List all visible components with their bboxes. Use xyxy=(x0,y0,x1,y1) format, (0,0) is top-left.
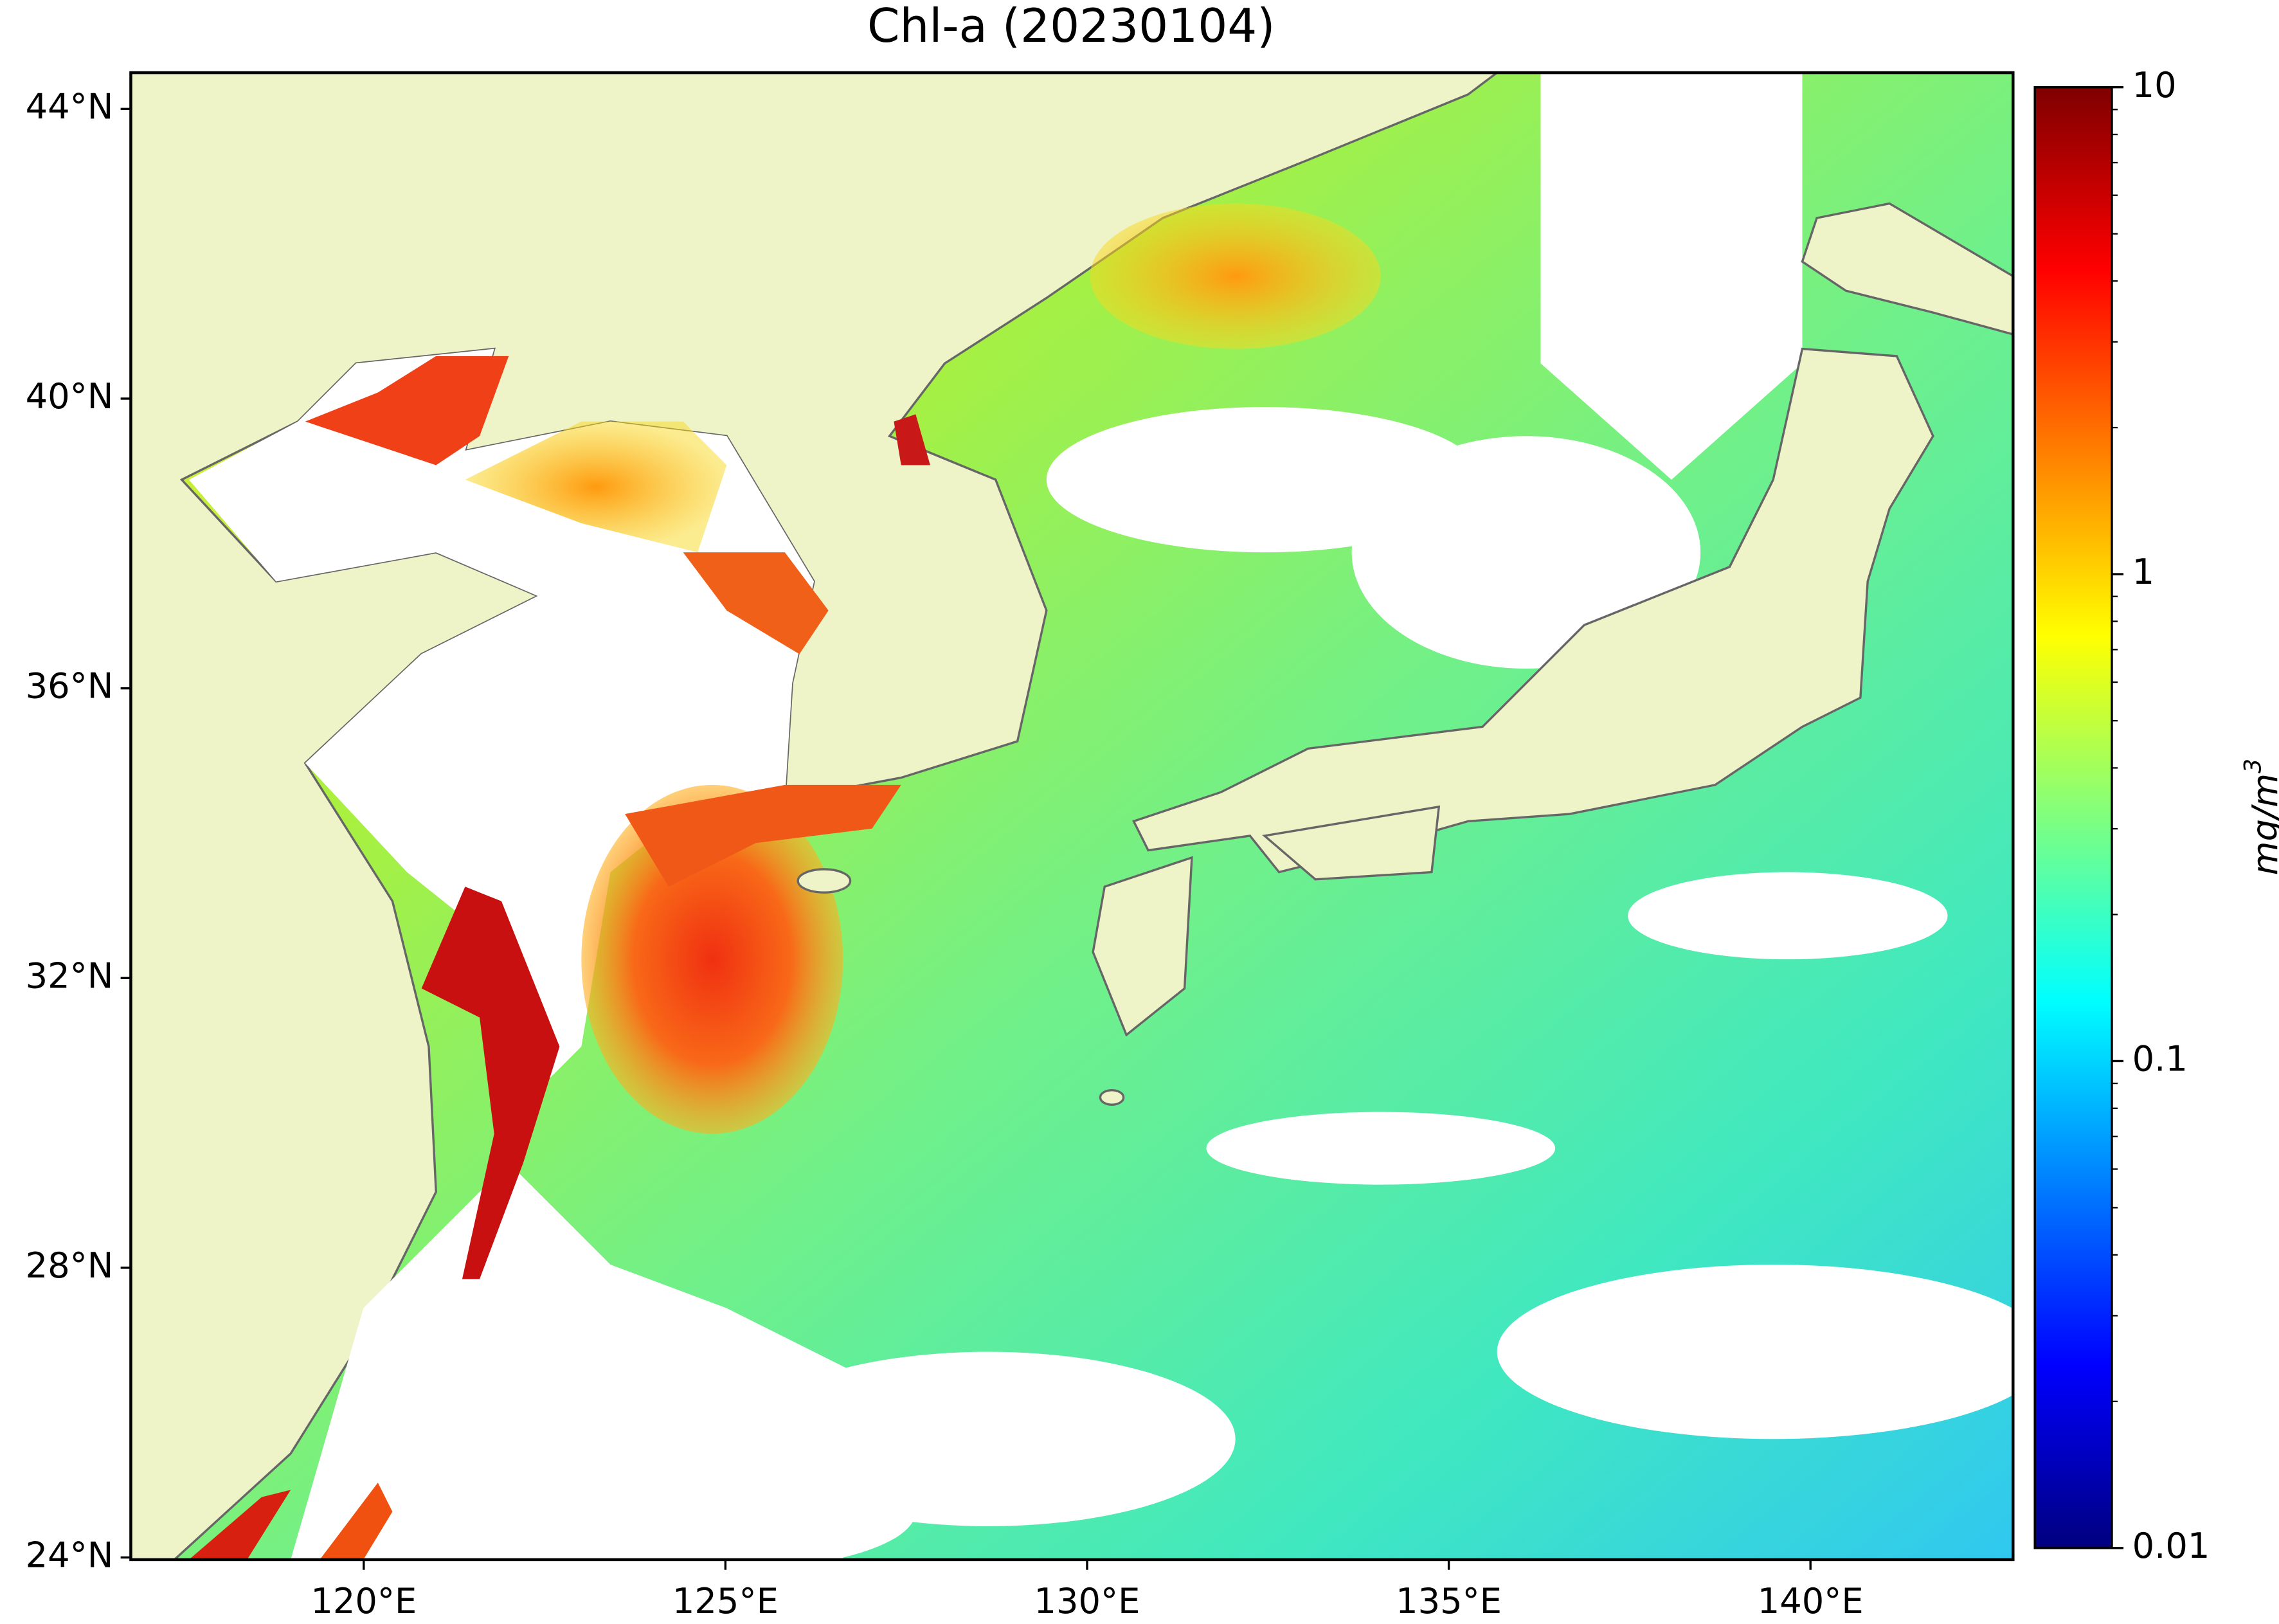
y-tick-label: 36°N xyxy=(26,666,114,707)
x-tick-label: 135°E xyxy=(1396,1581,1502,1621)
y-tick-label: 40°N xyxy=(26,376,114,417)
y-tick-label: 28°N xyxy=(26,1245,114,1286)
colorbar-tick-label: 0.01 xyxy=(2132,1526,2210,1566)
colorbar-tick-label: 0.1 xyxy=(2132,1039,2188,1079)
title: Chl-a (20230104) xyxy=(867,0,1275,53)
colorbar-unit-superscript: 3 xyxy=(2239,759,2267,773)
x-tick-label: 125°E xyxy=(672,1581,779,1621)
y-tick-label: 32°N xyxy=(26,955,114,996)
x-tick-label: 130°E xyxy=(1034,1581,1140,1621)
y-tick-label: 44°N xyxy=(26,87,114,127)
islands xyxy=(797,202,2013,1106)
colorbar-unit: mg/m xyxy=(2245,773,2279,875)
colorbar-label: mg/m3 xyxy=(2239,759,2279,875)
colorbar xyxy=(2033,86,2113,1549)
colorbar-tick-label: 1 xyxy=(2132,552,2155,592)
x-tick-label: 120°E xyxy=(311,1581,417,1621)
colorbar-tick-label: 10 xyxy=(2132,65,2177,105)
high-chl-patches xyxy=(188,203,1381,1560)
map-frame xyxy=(129,71,2015,1562)
map-area xyxy=(131,73,2013,1560)
x-tick-label: 140°E xyxy=(1758,1581,1864,1621)
y-tick-label: 24°N xyxy=(26,1535,114,1576)
